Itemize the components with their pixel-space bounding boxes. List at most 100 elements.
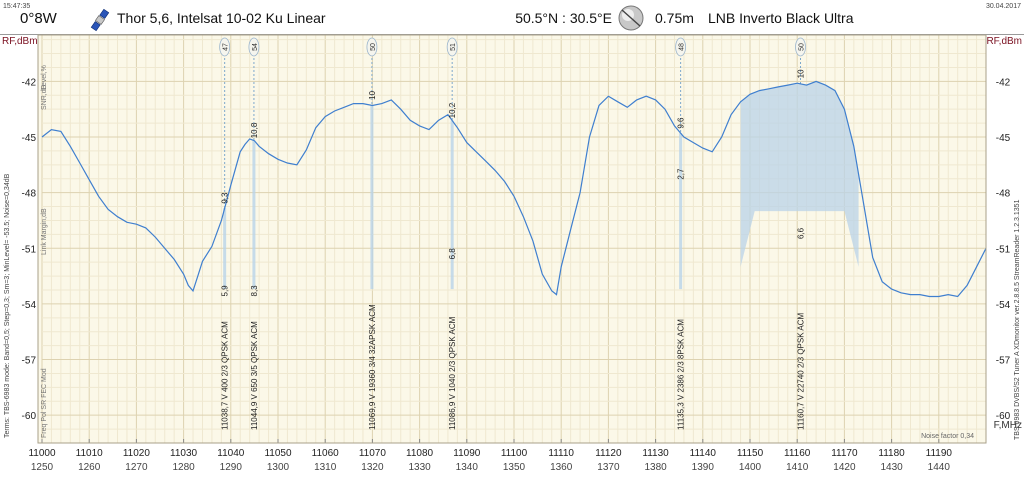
x-tick-labels: 11000 1250 11010 1260 11020 1270 11030 1280 1104… (28, 439, 952, 473)
orbital-position: 0°8W (20, 10, 58, 27)
transponder-snr-label: 10 (368, 90, 377, 99)
x-tick-label-if: 1380 (644, 462, 667, 473)
x-tick-label-freq: 11030 (170, 448, 198, 459)
transponder-markers (219, 37, 806, 209)
x-tick-label-freq: 11090 (453, 448, 481, 459)
transponder-fill-narrow (450, 120, 454, 290)
transponder-snr-label: 10,2 (448, 102, 457, 118)
terms-label: Terms: TBS-6983 mode: Band=0,5; Step=0,3… (4, 173, 11, 438)
y-tick-label-right: -48 (996, 189, 1011, 200)
x-tick-label-freq: 11010 (76, 448, 104, 459)
y-tick-label-left: -48 (22, 189, 37, 200)
satellite-name: Thor 5,6, Intelsat 10-02 Ku Linear (117, 10, 326, 26)
transponder-level-label: 48 (679, 43, 686, 51)
transponder-level-label: 50 (370, 43, 377, 51)
transponder-snr-label: 10,8 (250, 122, 259, 138)
transponder-level-badge (675, 37, 687, 57)
transponder-level-label: 50 (799, 43, 806, 51)
x-tick-label-freq: 11110 (548, 448, 574, 459)
y-tick-label-left: -45 (22, 133, 37, 144)
x-tick-label-if: 1310 (314, 462, 337, 473)
x-tick-label-if: 1400 (739, 462, 762, 473)
x-tick-label-if: 1330 (408, 462, 431, 473)
x-tick-label-if: 1320 (361, 462, 384, 473)
y-tick-label-right: -45 (996, 133, 1011, 144)
transponder-level-label: 47 (223, 43, 230, 51)
y-tick-label-right: -60 (996, 411, 1011, 422)
transponder-level-badge (795, 37, 806, 57)
x-tick-label-freq: 11040 (217, 448, 245, 459)
transponder-margin-label: 5,9 (221, 285, 230, 297)
grid-lines (41, 35, 987, 444)
x-tick-label-if: 1290 (220, 462, 243, 473)
x-tick-label-freq: 11100 (501, 448, 528, 459)
y-tick-label-right: -42 (996, 77, 1011, 88)
x-tick-label-if: 1420 (833, 462, 856, 473)
y-tick-label-right: -57 (996, 356, 1011, 367)
x-tick-label-freq: 11150 (737, 448, 764, 459)
transponder-margin-label: 6,6 (797, 227, 806, 239)
x-tick-label-freq: 11140 (690, 448, 717, 459)
satellite-icon (90, 8, 110, 32)
transponder-info-label: 11038,7 V 400 2/3 QPSK ACM (221, 321, 230, 430)
y-tick-label-left: -51 (22, 244, 37, 255)
x-tick-label-freq: 11080 (406, 448, 434, 459)
transponder-level-label: 51 (450, 43, 457, 51)
transponder-level-badge (248, 37, 260, 57)
x-tick-label-if: 1440 (928, 462, 951, 473)
transponder-info-label: 11069,9 V 19360 3/4 32APSK ACM (368, 304, 377, 430)
transponder-snr-label: 9,6 (677, 117, 686, 129)
x-tick-label-if: 1270 (125, 462, 148, 473)
software-label: TBS 6983 DVBS/S2 Tuner A XDmonitor ver.2… (1014, 199, 1021, 440)
dish-icon (618, 5, 644, 31)
transponder-level-badge (366, 37, 378, 57)
transponder-fills (223, 81, 859, 290)
x-tick-label-if: 1390 (692, 462, 715, 473)
x-tick-label-if: 1260 (78, 462, 101, 473)
transponder-snr-label: 10 (797, 69, 806, 78)
x-tick-label-if: 1430 (880, 462, 903, 473)
x-tick-label-if: 1250 (31, 462, 54, 473)
x-tick-label-freq: 11160 (784, 448, 811, 459)
header-time: 15:47:35 (3, 3, 30, 10)
plot-frame (37, 34, 987, 444)
transponder-info-label: 11160,7 V 22740 2/3 QPSK ACM (797, 313, 806, 430)
y-tick-label-left: -60 (22, 411, 37, 422)
lnb-model: LNB Inverto Black Ultra (708, 10, 854, 26)
y-axis-title-right: RF,dBm (986, 36, 1022, 47)
y-tick-label-left: -54 (22, 300, 37, 311)
x-tick-label-freq: 11130 (642, 448, 669, 459)
x-tick-label-freq: 11050 (264, 448, 292, 459)
x-tick-label-if: 1340 (456, 462, 479, 473)
x-tick-label-freq: 11060 (312, 448, 340, 459)
header-bar (0, 0, 1024, 34)
transponder-fill-narrow (223, 208, 227, 290)
transponder-info-label: 11135,3 V 2386 2/3 8PSK ACM (677, 319, 686, 430)
x-tick-label-freq: 11070 (359, 448, 387, 459)
y-tick-label-left: -42 (22, 77, 37, 88)
transponder-level-badge (219, 37, 231, 57)
transponder-margin-label: 6,8 (448, 248, 457, 260)
fields-label: Freq Pol SR FEC Mod (41, 368, 48, 438)
transponder-snr-label: 9,3 (221, 192, 230, 204)
transponder-info-label: 11044,9 V 650 3/5 QPSK ACM (250, 321, 259, 430)
snr-label: SNR,dB (41, 84, 48, 110)
y-tick-labels: -42 -42 -45 -45 -48 -48 -51 -51 -54 -54 -57 -57 -60 -… (22, 77, 1011, 422)
header-date: 30.04.2017 (986, 3, 1021, 10)
transponder-fill-narrow (370, 105, 374, 290)
transponder-margin-label: 8,3 (250, 285, 259, 297)
noise-factor: Noise factor 0,34 (921, 433, 974, 440)
x-tick-label-if: 1370 (597, 462, 620, 473)
plot-area (38, 35, 986, 443)
y-tick-label-right: -54 (996, 300, 1011, 311)
y-axis-title-left: RF,dBm (2, 36, 38, 47)
x-tick-label-if: 1280 (172, 462, 195, 473)
x-tick-label-freq: 11180 (878, 448, 905, 459)
transponder-fill-narrow (252, 140, 256, 290)
margin-label: Link Margin,dB (41, 208, 48, 255)
y-tick-label-left: -57 (22, 356, 37, 367)
transponder-fill-wide (740, 81, 859, 267)
x-tick-label-freq: 11170 (831, 448, 858, 459)
